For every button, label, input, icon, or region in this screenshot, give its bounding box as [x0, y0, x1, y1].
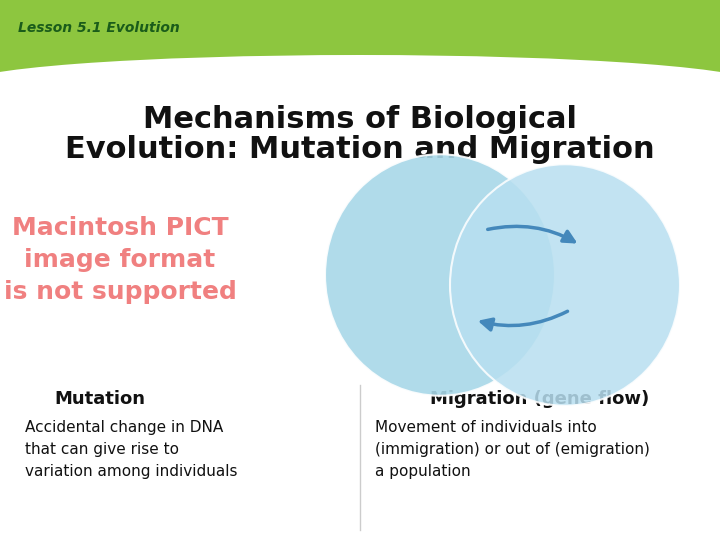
- Text: Mutation: Mutation: [55, 390, 145, 408]
- Ellipse shape: [0, 55, 720, 115]
- Ellipse shape: [450, 164, 680, 406]
- Text: Evolution: Mutation and Migration: Evolution: Mutation and Migration: [66, 135, 654, 164]
- Text: Mechanisms of Biological: Mechanisms of Biological: [143, 105, 577, 134]
- Text: Accidental change in DNA
that can give rise to
variation among individuals: Accidental change in DNA that can give r…: [25, 420, 238, 480]
- Ellipse shape: [325, 154, 555, 396]
- Text: Lesson 5.1 Evolution: Lesson 5.1 Evolution: [18, 21, 180, 35]
- Text: Movement of individuals into
(immigration) or out of (emigration)
a population: Movement of individuals into (immigratio…: [375, 420, 650, 480]
- Text: Macintosh PICT
image format
is not supported: Macintosh PICT image format is not suppo…: [4, 217, 236, 303]
- Bar: [0, 0, 720, 80]
- Text: Migration (gene flow): Migration (gene flow): [431, 390, 649, 408]
